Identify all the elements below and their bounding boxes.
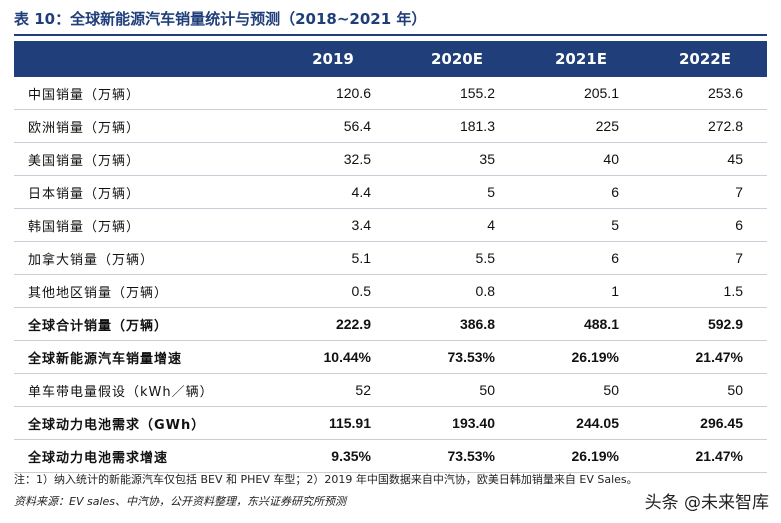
table-cell-value: 6 [519,241,643,275]
table-cell-value: 5.1 [271,241,395,275]
table-cell-value: 50 [395,373,519,407]
table-cell-value: 45 [643,142,767,176]
table-row: 加拿大销量（万辆） 5.1 5.5 6 7 [14,241,767,275]
table-row: 美国销量（万辆） 32.5 35 40 45 [14,142,767,176]
table-body: 中国销量（万辆） 120.6 155.2 205.1 253.6 欧洲销量（万辆） 56.4… [14,77,767,473]
header-cell-year: 2021E [519,41,643,77]
row-label: 其他地区销量（万辆） [14,274,271,308]
row-label: 加拿大销量（万辆） [14,241,271,275]
watermark: 头条 @未来智库 [644,493,769,513]
row-label: 日本销量（万辆） [14,175,271,209]
footnote: 注：1）纳入统计的新能源汽车仅包括 BEV 和 PHEV 车型；2）2019 年… [14,473,638,486]
table-cell-value: 193.40 [395,406,519,440]
table-row: 全球动力电池需求增速 9.35% 73.53% 26.19% 21.47% [14,439,767,473]
sales-forecast-table: 2019 2020E 2021E 2022E 中国销量（万辆） 120.6 155.2 20… [14,41,767,473]
table-cell-value: 155.2 [395,77,519,110]
table-cell-value: 222.9 [271,307,395,341]
row-label: 欧洲销量（万辆） [14,109,271,143]
table-row: 单车带电量假设（kWh／辆） 52 50 50 50 [14,373,767,407]
table-title: 表 10：全球新能源汽车销量统计与预测（2018~2021 年） [14,10,427,28]
table-cell-value: 35 [395,142,519,176]
table-cell-value: 5 [395,175,519,209]
table-cell-value: 181.3 [395,109,519,143]
table-cell-value: 1.5 [643,274,767,308]
table-cell-value: 592.9 [643,307,767,341]
table-cell-value: 26.19% [519,439,643,473]
table-cell-value: 4.4 [271,175,395,209]
row-label: 韩国销量（万辆） [14,208,271,242]
table-cell-value: 7 [643,241,767,275]
row-label: 全球合计销量（万辆） [14,307,271,341]
table-cell-value: 386.8 [395,307,519,341]
header-cell-year: 2019 [271,41,395,77]
table-row: 日本销量（万辆） 4.4 5 6 7 [14,175,767,209]
table-cell-value: 6 [519,175,643,209]
table-cell-value: 40 [519,142,643,176]
table-cell-value: 56.4 [271,109,395,143]
table-cell-value: 253.6 [643,77,767,110]
row-label: 全球动力电池需求增速 [14,439,271,473]
header-cell-year: 2022E [643,41,767,77]
header-cell-year: 2020E [395,41,519,77]
table-cell-value: 1 [519,274,643,308]
table-cell-value: 272.8 [643,109,767,143]
table-cell-value: 244.05 [519,406,643,440]
table-cell-value: 50 [643,373,767,407]
table-cell-value: 225 [519,109,643,143]
table-cell-value: 0.8 [395,274,519,308]
table-cell-value: 10.44% [271,340,395,374]
table-cell-value: 120.6 [271,77,395,110]
table-cell-value: 5 [519,208,643,242]
table-cell-value: 4 [395,208,519,242]
table-row: 韩国销量（万辆） 3.4 4 5 6 [14,208,767,242]
table-cell-value: 21.47% [643,340,767,374]
header-cell-label [14,41,271,77]
table-row: 欧洲销量（万辆） 56.4 181.3 225 272.8 [14,109,767,143]
header-row: 2019 2020E 2021E 2022E [14,41,767,77]
row-label: 单车带电量假设（kWh／辆） [14,373,271,407]
table-cell-value: 6 [643,208,767,242]
table-cell-value: 21.47% [643,439,767,473]
table-cell-value: 32.5 [271,142,395,176]
table-cell-value: 7 [643,175,767,209]
row-label: 中国销量（万辆） [14,77,271,110]
table-cell-value: 5.5 [395,241,519,275]
row-label: 全球新能源汽车销量增速 [14,340,271,374]
table-cell-value: 73.53% [395,439,519,473]
table-cell-value: 115.91 [271,406,395,440]
table-row: 全球新能源汽车销量增速 10.44% 73.53% 26.19% 21.47% [14,340,767,374]
source-note: 资料来源：EV sales、中汽协，公开资料整理，东兴证券研究所预测 [14,495,346,508]
table-row: 全球动力电池需求（GWh） 115.91 193.40 244.05 296.45 [14,406,767,440]
row-label: 全球动力电池需求（GWh） [14,406,271,440]
table-cell-value: 26.19% [519,340,643,374]
table-cell-value: 488.1 [519,307,643,341]
table-cell-value: 73.53% [395,340,519,374]
row-label: 美国销量（万辆） [14,142,271,176]
table-row: 中国销量（万辆） 120.6 155.2 205.1 253.6 [14,77,767,110]
table-cell-value: 205.1 [519,77,643,110]
table-cell-value: 50 [519,373,643,407]
table-cell-value: 9.35% [271,439,395,473]
table-cell-value: 296.45 [643,406,767,440]
table-cell-value: 0.5 [271,274,395,308]
title-divider [14,34,767,36]
table-cell-value: 52 [271,373,395,407]
table-row: 其他地区销量（万辆） 0.5 0.8 1 1.5 [14,274,767,308]
table-cell-value: 3.4 [271,208,395,242]
table-row: 全球合计销量（万辆） 222.9 386.8 488.1 592.9 [14,307,767,341]
